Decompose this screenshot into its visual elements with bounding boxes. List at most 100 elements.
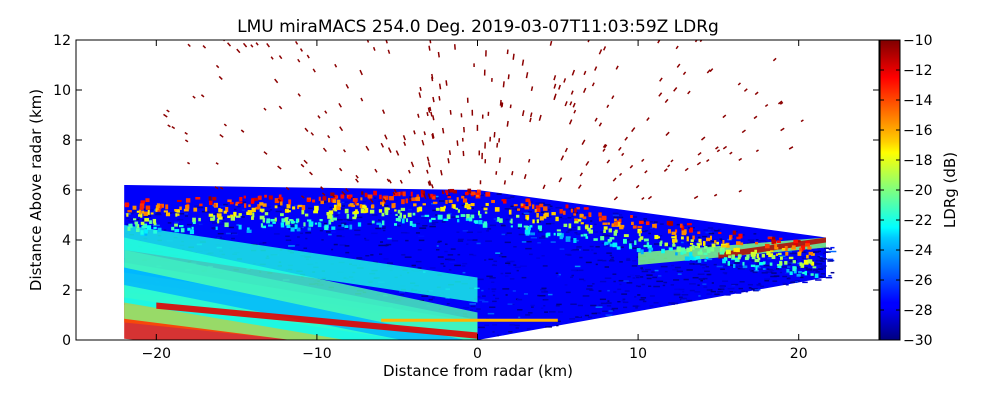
ldr-cell: [570, 229, 577, 231]
ldr-speckle: [385, 40, 388, 44]
ldr-cell: [791, 245, 796, 249]
ldr-cell: [830, 271, 835, 274]
ldr-speckle: [647, 195, 653, 200]
ldr-cell: [574, 221, 579, 224]
ldr-cell: [127, 226, 131, 231]
ldr-cell: [740, 242, 744, 246]
ldr-cell: [574, 231, 578, 234]
ldr-cell: [379, 194, 382, 200]
ldr-speckle: [250, 44, 254, 48]
ldr-cell: [171, 211, 177, 214]
ldr-cell: [433, 195, 439, 198]
ldr-cell: [301, 209, 305, 215]
ldr-cell: [476, 278, 484, 281]
colorbar-tick-label: −28: [903, 303, 933, 319]
ldr-cell: [435, 248, 440, 251]
ldr-cell: [394, 223, 397, 226]
ldr-speckle: [621, 152, 625, 157]
ldr-cell: [759, 262, 763, 266]
ldr-cell: [305, 232, 312, 234]
ldr-cell: [231, 233, 238, 236]
ldr-cell: [805, 249, 810, 251]
ldr-speckle: [447, 158, 450, 164]
ldr-speckle: [427, 193, 431, 200]
ldr-cell: [210, 217, 215, 221]
ldr-cell: [784, 245, 788, 251]
ldr-cell: [448, 269, 452, 271]
ldr-cell: [220, 238, 225, 240]
ldr-cell: [750, 270, 754, 272]
ldr-speckle: [530, 86, 534, 92]
ldr-cell: [690, 239, 694, 242]
ldr-speckle: [242, 42, 248, 48]
ldr-cell: [444, 250, 448, 253]
ldr-cell: [795, 281, 799, 283]
ldr-cell: [371, 232, 378, 235]
ldr-speckle: [716, 149, 721, 153]
ldr-cell: [793, 239, 799, 244]
ldr-cell: [487, 312, 495, 315]
ldr-cell: [389, 262, 394, 265]
ldr-cell: [429, 219, 432, 223]
ldr-cell: [742, 261, 745, 266]
ldr-cell: [441, 221, 446, 223]
ldr-cell: [517, 308, 523, 311]
ldr-cell: [304, 213, 309, 217]
ldr-cell: [722, 258, 726, 264]
ldr-cell: [571, 269, 577, 272]
ldr-cell: [703, 286, 708, 288]
ldr-speckle: [338, 167, 343, 172]
ldr-cell: [640, 267, 644, 269]
ldr-speckle: [659, 77, 663, 82]
ldr-cell: [367, 223, 372, 225]
ldr-cell: [383, 197, 387, 201]
ldr-cell: [544, 212, 549, 217]
ldr-cell: [541, 236, 547, 238]
ldr-cell: [250, 199, 255, 204]
ldr-cell: [259, 202, 264, 206]
ldr-cell: [709, 235, 712, 240]
ldr-cell: [480, 194, 484, 196]
ldr-speckle: [780, 127, 785, 132]
ldr-cell: [784, 272, 792, 274]
ldr-cell: [323, 222, 327, 225]
colorbar-tick-label: −14: [903, 93, 933, 109]
ldr-speckle: [676, 63, 681, 68]
ldr-cell: [473, 220, 478, 223]
ldr-cell: [178, 226, 181, 229]
ldr-cell: [803, 259, 809, 265]
ldr-cell: [446, 194, 451, 197]
ldr-speckle: [696, 161, 702, 166]
ldr-cell: [634, 245, 638, 247]
ldr-cell: [821, 267, 826, 269]
ldr-cell: [692, 235, 695, 240]
ldr-cell: [434, 221, 439, 224]
ldr-cell: [702, 266, 705, 269]
ldr-cell: [564, 218, 567, 220]
ldr-cell: [308, 221, 314, 226]
ldr-cell: [289, 225, 296, 227]
ldr-cell: [363, 210, 367, 214]
ldr-cell: [765, 270, 769, 273]
ldr-cell: [236, 224, 240, 226]
ldr-cell: [416, 194, 420, 199]
ldr-cell: [744, 267, 748, 270]
ldr-cell: [664, 270, 668, 273]
ldr-cell: [638, 238, 642, 242]
ldr-cell: [506, 260, 514, 263]
ldr-cell: [750, 264, 756, 267]
ldr-cell: [381, 202, 385, 207]
ldr-cell: [604, 266, 610, 268]
ldr-speckle: [428, 45, 431, 51]
ldr-cell: [777, 265, 782, 269]
ldr-cell: [538, 295, 546, 297]
ldr-cell: [702, 277, 708, 280]
ldr-cell: [341, 205, 345, 207]
ldr-cell: [285, 239, 292, 241]
ldr-cell: [738, 265, 746, 267]
ldr-cell: [661, 248, 665, 254]
ldr-cell: [132, 210, 139, 212]
ldr-cell: [787, 266, 791, 268]
ldr-cell: [251, 207, 256, 213]
ldr-cell: [150, 212, 154, 215]
